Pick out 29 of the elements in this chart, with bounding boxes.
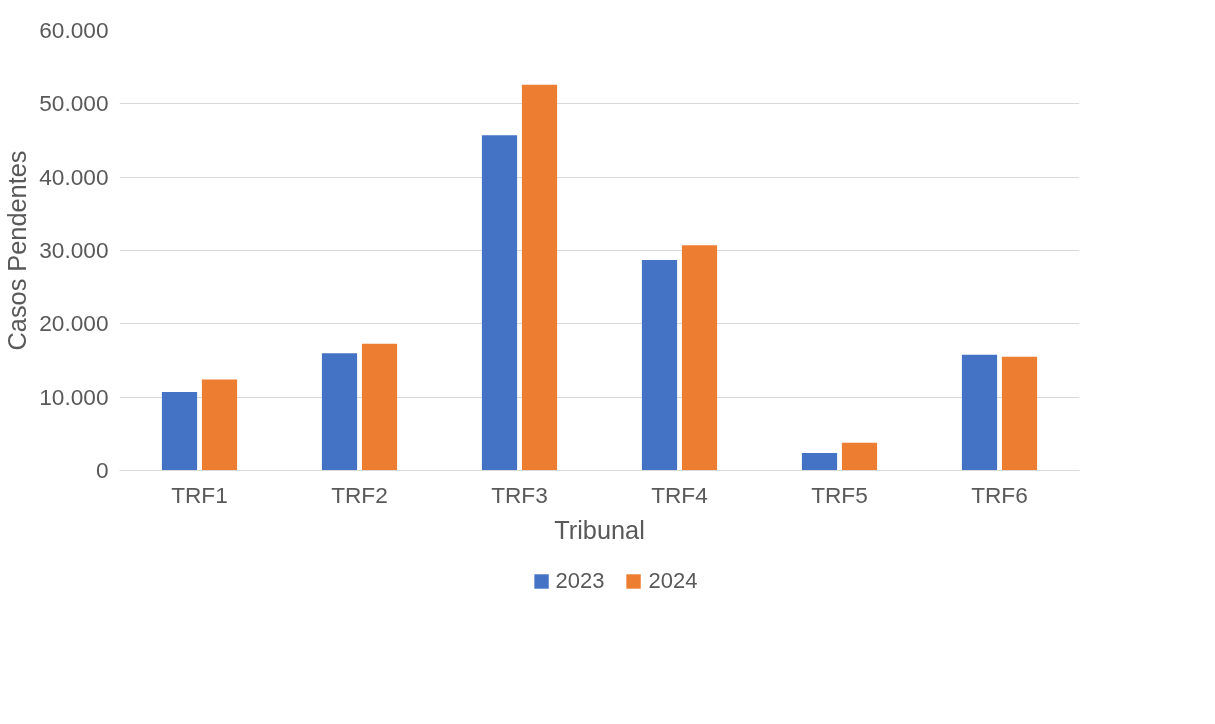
y-axis-title: Casos Pendentes [3, 150, 32, 351]
x-tick-label: TRF1 [171, 481, 228, 508]
y-tick-label: 20.000 [39, 310, 109, 337]
bar [801, 452, 838, 471]
x-axis-title: Tribunal [554, 515, 645, 544]
y-tick-label: 0 [95, 457, 109, 483]
bar [521, 84, 558, 471]
bar [361, 343, 398, 471]
bar [321, 353, 358, 471]
y-tick-label: 30.000 [39, 237, 109, 263]
bar [961, 354, 998, 471]
legend-label: 2024 [648, 568, 698, 594]
x-tick-label: TRF4 [651, 481, 708, 508]
bar [841, 442, 878, 471]
bar [681, 245, 718, 471]
y-tick-label: 40.000 [39, 163, 109, 190]
y-tick-label: 50.000 [39, 90, 109, 117]
x-tick-label: TRF5 [811, 481, 868, 508]
y-tick-label: 60.000 [39, 17, 109, 43]
bar [481, 135, 518, 471]
bar [201, 379, 238, 471]
legend-label: 2023 [555, 568, 605, 594]
bar [641, 260, 678, 471]
bar [161, 392, 198, 471]
y-tick-label: 10.000 [39, 383, 109, 410]
x-tick-label: TRF6 [971, 481, 1028, 508]
bar [1001, 356, 1038, 471]
x-tick-label: TRF2 [331, 481, 388, 508]
x-tick-label: TRF3 [491, 481, 548, 508]
